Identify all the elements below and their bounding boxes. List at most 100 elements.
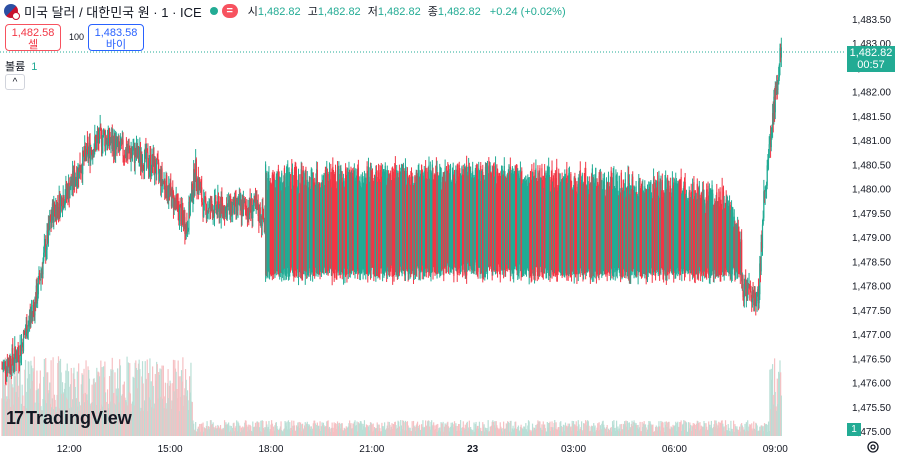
- equals-badge[interactable]: =: [221, 4, 238, 18]
- candle-body: [348, 168, 350, 265]
- volume-bar: [182, 405, 185, 436]
- candle-body: [320, 186, 322, 270]
- candle-body: [554, 173, 556, 275]
- volume-bar: [420, 430, 422, 436]
- volume-bar: [341, 423, 343, 436]
- volume-bar: [295, 430, 297, 436]
- market-status-icon[interactable]: [209, 7, 218, 15]
- volume-bar: [244, 422, 246, 436]
- volume-bar: [427, 421, 429, 436]
- candle-body: [601, 189, 603, 272]
- candle-body: [397, 179, 399, 270]
- candle-body: [355, 182, 357, 273]
- volume-bar: [433, 429, 435, 436]
- volume-bar: [276, 426, 278, 436]
- candle-body: [25, 324, 27, 334]
- candle-body: [365, 188, 368, 268]
- volume-bar: [30, 360, 32, 436]
- candle-body: [509, 166, 511, 273]
- candle-body: [578, 183, 580, 268]
- volume-bar: [624, 421, 626, 436]
- volume-bar: [566, 426, 568, 436]
- candle-body: [500, 171, 502, 268]
- volume-bar: [47, 393, 49, 436]
- candle-body: [439, 171, 442, 275]
- volume-bar: [613, 428, 616, 436]
- candle-body: [480, 171, 483, 269]
- candle-body: [448, 178, 450, 265]
- candle-body: [508, 165, 510, 268]
- volume-bar: [584, 429, 586, 436]
- volume-bar: [549, 421, 551, 436]
- volume-bar: [446, 422, 448, 436]
- buy-button[interactable]: 1,483.58 바이: [88, 24, 144, 51]
- candle-body: [489, 165, 491, 264]
- candle-body: [97, 136, 99, 139]
- volume-bar: [590, 426, 592, 436]
- candle-body: [780, 48, 782, 58]
- tradingview-logo[interactable]: 17 TradingView: [6, 408, 132, 429]
- volume-bar: [82, 393, 84, 436]
- candle-body: [61, 209, 64, 212]
- volume-bar: [672, 424, 674, 436]
- candle-body: [312, 179, 314, 269]
- volume-bar: [560, 421, 562, 436]
- volume-bar: [201, 426, 203, 436]
- candle-body: [596, 186, 598, 267]
- volume-bar: [169, 380, 171, 436]
- candle-body: [511, 177, 513, 265]
- candle-body: [650, 195, 653, 267]
- volume-bar: [279, 426, 281, 436]
- candle-body: [150, 171, 152, 173]
- candle-body: [317, 188, 319, 273]
- volume-bar: [578, 424, 580, 436]
- close-value: 1,482.82: [437, 6, 481, 18]
- symbol-title[interactable]: 미국 달러 / 대한민국 원 · 1 · ICE: [24, 4, 202, 20]
- candle-body: [702, 189, 704, 273]
- candle-body: [697, 203, 699, 270]
- volume-bar: [402, 420, 405, 436]
- candle-body: [509, 174, 511, 263]
- candle-body: [106, 141, 108, 144]
- y-tick-label: 1,477.50: [852, 306, 891, 317]
- volume-bar: [427, 420, 429, 436]
- candle-body: [158, 171, 160, 174]
- candle-body: [557, 187, 559, 270]
- volume-bar: [642, 427, 644, 436]
- volume-bar: [488, 431, 491, 436]
- volume-bar: [122, 384, 124, 436]
- candle-body: [289, 175, 291, 272]
- candle-body: [301, 184, 304, 273]
- volume-bar: [537, 422, 540, 436]
- sell-button[interactable]: 1,482.58 셀: [5, 24, 61, 51]
- candle-body: [505, 183, 507, 270]
- candle-body: [445, 182, 447, 269]
- candle-body: [57, 203, 59, 207]
- volume-bar: [412, 427, 414, 436]
- volume-bar: [115, 404, 117, 436]
- order-quantity[interactable]: 100: [69, 32, 85, 42]
- candle-body: [306, 179, 308, 276]
- candle-body: [321, 183, 323, 270]
- volume-bar: [294, 430, 296, 436]
- volume-bar: [336, 421, 339, 436]
- candle-body: [363, 178, 366, 273]
- volume-bar: [743, 429, 745, 436]
- candle-body: [136, 145, 138, 157]
- volume-bar: [675, 421, 677, 436]
- candle-body: [4, 361, 6, 373]
- low-label: 저: [367, 6, 378, 18]
- candle-body: [47, 230, 49, 243]
- volume-bar: [367, 426, 370, 436]
- candle-body: [80, 170, 82, 173]
- collapse-chevron-icon[interactable]: ^: [5, 74, 25, 90]
- settings-gear-icon[interactable]: [866, 440, 880, 454]
- volume-indicator-legend[interactable]: 볼륨 1: [5, 58, 37, 74]
- candle-body: [205, 204, 208, 219]
- candle-body: [749, 289, 751, 292]
- volume-bar: [501, 431, 503, 436]
- volume-bar: [336, 428, 338, 436]
- candle-body: [426, 169, 428, 261]
- volume-bar: [673, 426, 676, 436]
